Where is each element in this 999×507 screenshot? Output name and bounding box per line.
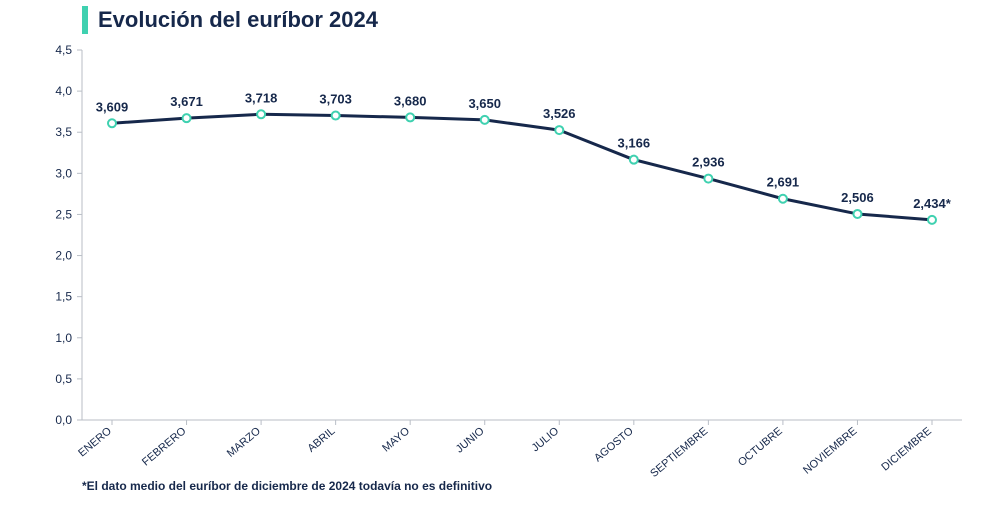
data-label: 2,936 [692, 155, 725, 170]
x-tick-label: JULIO [530, 425, 562, 455]
y-tick-label: 4,5 [55, 43, 72, 57]
x-tick-label: ENERO [76, 425, 114, 460]
data-marker [406, 113, 414, 121]
data-marker [108, 119, 116, 127]
x-tick-label: FEBRERO [140, 425, 189, 469]
data-marker [257, 110, 265, 118]
y-tick-label: 4,0 [55, 84, 72, 98]
data-label: 3,718 [245, 90, 278, 105]
y-tick-label: 2,0 [55, 249, 72, 263]
x-tick-label: AGOSTO [592, 425, 636, 465]
data-label: 3,671 [170, 94, 203, 109]
data-marker [853, 210, 861, 218]
data-label: 3,703 [319, 92, 352, 107]
data-label: 3,650 [468, 96, 501, 111]
data-marker [779, 195, 787, 203]
data-marker [630, 156, 638, 164]
data-label: 3,609 [96, 99, 129, 114]
data-marker [555, 126, 563, 134]
y-tick-label: 1,5 [55, 290, 72, 304]
data-marker [928, 216, 936, 224]
data-marker [704, 175, 712, 183]
data-label: 2,691 [767, 175, 800, 190]
y-tick-label: 2,5 [55, 207, 72, 221]
data-label: 3,166 [618, 136, 651, 151]
line-chart: 0,0 0,5 1,0 1,5 2,0 2,5 3,0 3,5 4,0 4,5 ENERO FEBRE… [0, 0, 999, 507]
data-marker [332, 112, 340, 120]
y-tick-label: 0,5 [55, 372, 72, 386]
data-label: 2,506 [841, 190, 874, 205]
x-tick-label: DICIEMBRE [879, 425, 934, 473]
y-tick-label: 1,0 [55, 331, 72, 345]
x-tick-label: SEPTIEMBRE [648, 425, 710, 480]
y-tick-label: 3,0 [55, 166, 72, 180]
data-label: 2,434* [913, 196, 952, 211]
x-tick-label: OCTUBRE [736, 425, 785, 469]
data-marker [481, 116, 489, 124]
footnote-text: *El dato medio del euríbor de diciembre … [82, 479, 492, 493]
series-line [112, 114, 932, 220]
data-marker [183, 114, 191, 122]
y-tick-label: 3,5 [55, 125, 72, 139]
x-tick-label: MARZO [225, 425, 263, 460]
y-tick-label: 0,0 [55, 413, 72, 427]
data-label: 3,526 [543, 106, 576, 121]
data-label: 3,680 [394, 93, 427, 108]
x-tick-label: ABRIL [305, 425, 337, 455]
x-tick-label: NOVIEMBRE [801, 425, 859, 477]
x-tick-label: MAYO [380, 425, 412, 455]
x-tick-label: JUNIO [454, 425, 487, 456]
